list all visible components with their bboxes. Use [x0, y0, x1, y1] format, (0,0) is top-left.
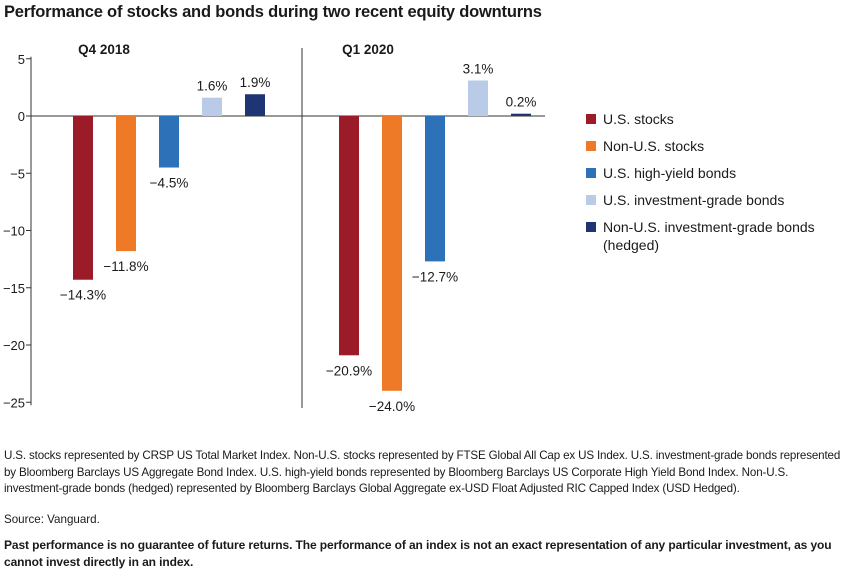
- bar-data-label: −4.5%: [150, 176, 189, 191]
- bar-data-label: −12.7%: [412, 269, 458, 284]
- legend-swatch: [586, 114, 596, 124]
- chart-title: Performance of stocks and bonds during t…: [4, 3, 542, 21]
- legend-label: U.S. investment-grade bonds: [603, 192, 785, 208]
- bar-data-label: −24.0%: [369, 399, 415, 414]
- bar: [116, 116, 136, 252]
- period-label: Q1 2020: [342, 42, 394, 57]
- legend-item-us-high-yield-bonds: U.S. high-yield bonds: [586, 164, 836, 182]
- y-tick-label: −10: [3, 224, 25, 239]
- legend: U.S. stocks Non-U.S. stocks U.S. high-yi…: [586, 110, 836, 263]
- legend-swatch: [586, 222, 596, 232]
- legend-label: U.S. stocks: [603, 111, 674, 127]
- source-note: Source: Vanguard.: [4, 513, 100, 526]
- y-tick-label: 0: [18, 109, 25, 124]
- bar: [425, 116, 445, 262]
- bar-chart: 5 0 −5 −10 −15 −20 −25 Q4 2018 Q1 2020 −14.3% −20.…: [3, 42, 545, 414]
- disclaimer: Past performance is no guarantee of futu…: [4, 538, 832, 569]
- legend-item-us-stocks: U.S. stocks: [586, 110, 836, 128]
- y-tick-label: −20: [3, 338, 25, 353]
- y-tick-label: −25: [3, 395, 25, 410]
- bar: [73, 116, 93, 280]
- legend-label: U.S. high-yield bonds: [603, 165, 737, 181]
- legend-item-us-investment-grade-bonds: U.S. investment-grade bonds: [586, 191, 836, 209]
- bar: [159, 116, 179, 168]
- bar-data-label: 1.9%: [240, 75, 271, 90]
- bar-data-label: 3.1%: [463, 62, 494, 77]
- bar-data-label: −14.3%: [60, 288, 106, 303]
- bar: [202, 97, 222, 116]
- y-tick-label: −5: [10, 166, 25, 181]
- bar: [245, 94, 265, 116]
- bar-data-label: −11.8%: [103, 259, 148, 274]
- legend-label: Non-U.S. stocks: [603, 138, 705, 154]
- legend-swatch: [586, 195, 596, 205]
- bar: [382, 116, 402, 391]
- y-tick-label: 5: [18, 52, 25, 67]
- legend-item-non-us-stocks: Non-U.S. stocks: [586, 137, 836, 155]
- legend-label: Non-U.S. investment-grade bonds (hedged): [603, 219, 815, 253]
- period-label: Q4 2018: [78, 42, 130, 57]
- footnote-index-descriptions: U.S. stocks represented by CRSP US Total…: [4, 449, 841, 495]
- legend-item-non-us-investment-grade-bonds: Non-U.S. investment-grade bonds (hedged): [586, 218, 836, 254]
- legend-swatch: [586, 141, 596, 151]
- bar: [339, 116, 359, 356]
- bar-data-label: −20.9%: [326, 363, 372, 378]
- bar: [468, 80, 488, 116]
- bar: [511, 113, 531, 116]
- bar-data-label: 0.2%: [506, 95, 537, 110]
- y-tick-label: −15: [3, 281, 25, 296]
- legend-swatch: [586, 168, 596, 178]
- bar-data-label: 1.6%: [197, 79, 228, 94]
